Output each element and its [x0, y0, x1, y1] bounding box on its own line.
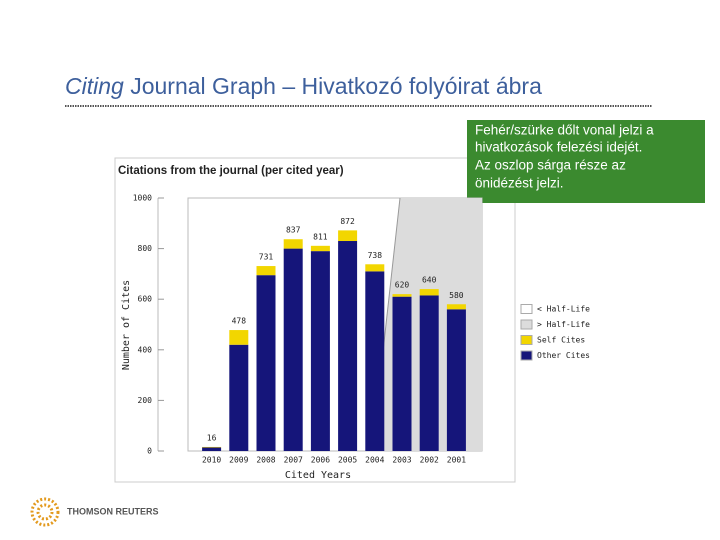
- bar-segment: [310, 245, 330, 252]
- bar-segment: [392, 296, 412, 451]
- x-tick-label: 2003: [392, 456, 411, 465]
- legend-swatch: [520, 304, 533, 314]
- y-tick-label: 400: [138, 345, 153, 354]
- y-axis-title: Number of Cites: [121, 280, 132, 370]
- legend-label: Other Cites: [537, 351, 590, 360]
- total-label: 16: [207, 433, 217, 442]
- note-line: hivatkozások felezési idejét.: [475, 140, 642, 155]
- y-tick-label: 200: [138, 396, 153, 405]
- total-label: 580: [449, 291, 464, 300]
- logo-mark: [30, 497, 60, 527]
- slide-title-rest: Journal Graph – Hivatkozó folyóirat ábra: [130, 73, 542, 99]
- x-axis-title: Cited Years: [285, 470, 351, 481]
- total-label: 478: [232, 317, 247, 326]
- total-label: 731: [259, 253, 274, 262]
- bar-segment: [338, 241, 358, 451]
- y-tick-label: 600: [138, 295, 153, 304]
- note-line: Fehér/szürke dőlt vonal jelzi a: [475, 123, 654, 138]
- y-tick-label: 0: [147, 447, 152, 456]
- y-tick-label: 800: [138, 244, 153, 253]
- slide-title: Citing Journal Graph – Hivatkozó folyóir…: [65, 73, 542, 99]
- bar-segment: [283, 239, 303, 249]
- bar-segment: [229, 344, 249, 451]
- bar-segment: [256, 275, 276, 451]
- bar-segment: [310, 251, 330, 451]
- total-label: 640: [422, 276, 437, 285]
- total-label: 811: [313, 232, 328, 241]
- total-label: 837: [286, 226, 301, 235]
- x-tick-label: 2008: [256, 456, 275, 465]
- x-tick-label: 2002: [420, 456, 439, 465]
- chart-title: Citations from the journal (per cited ye…: [118, 165, 344, 177]
- x-tick-label: 2006: [311, 456, 330, 465]
- bar-segment: [419, 289, 439, 296]
- slide-title-italic: Citing: [65, 73, 124, 99]
- x-tick-label: 2007: [284, 456, 303, 465]
- total-label: 738: [368, 251, 383, 260]
- bar-segment: [202, 446, 222, 448]
- legend-label: Self Cites: [537, 336, 585, 345]
- bar-segment: [365, 271, 385, 451]
- x-tick-label: 2009: [229, 456, 248, 465]
- total-label: 620: [395, 281, 410, 290]
- bar-segment: [392, 294, 412, 297]
- legend-swatch: [520, 350, 533, 361]
- logo-text: THOMSON REUTERS: [67, 506, 159, 516]
- bar-segment: [256, 266, 276, 276]
- x-tick-label: 2001: [447, 456, 466, 465]
- note-box: [467, 120, 705, 203]
- note-line: Az oszlop sárga része az: [475, 158, 626, 173]
- y-tick-label: 1000: [133, 194, 152, 203]
- bar-segment: [283, 248, 303, 451]
- x-tick-label: 2010: [202, 456, 221, 465]
- bar-segment: [229, 330, 249, 345]
- legend-swatch: [520, 335, 533, 345]
- bar-segment: [202, 447, 222, 451]
- x-tick-label: 2005: [338, 456, 357, 465]
- bar-segment: [446, 309, 466, 451]
- bar-segment: [446, 304, 466, 310]
- bar-segment: [419, 295, 439, 451]
- bar-segment: [338, 230, 358, 242]
- legend-label: > Half-Life: [537, 320, 590, 329]
- legend-label: < Half-Life: [537, 305, 590, 314]
- x-tick-label: 2004: [365, 456, 384, 465]
- total-label: 872: [340, 217, 355, 226]
- note-line: önidézést jelzi.: [475, 176, 564, 191]
- legend-swatch: [520, 319, 533, 330]
- bar-segment: [365, 264, 385, 272]
